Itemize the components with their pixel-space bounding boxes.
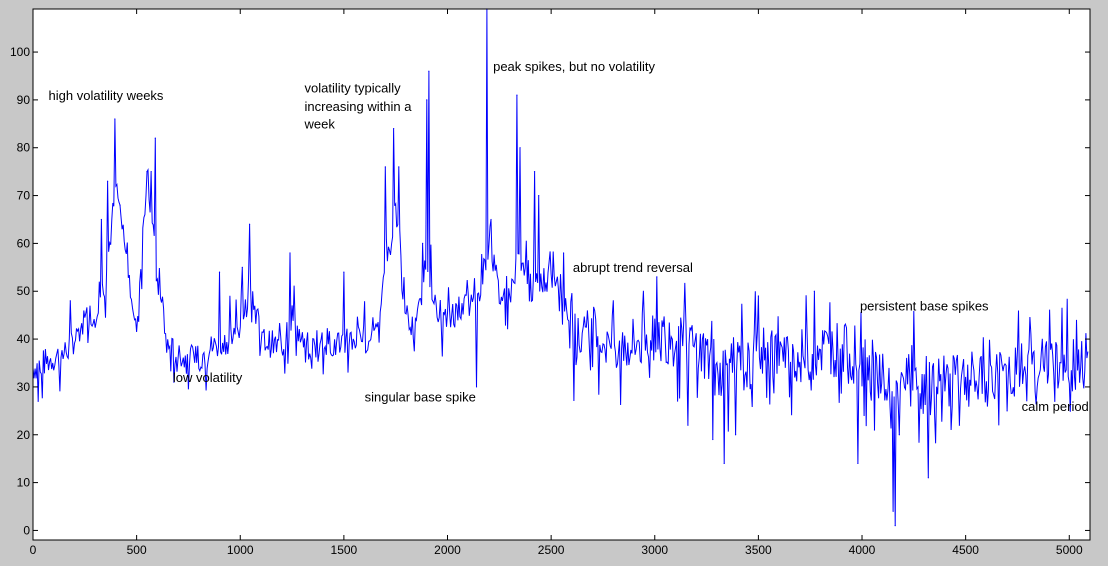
- spike-point-44: [1054, 400, 1056, 402]
- x-tick-label-5000: 5000: [1056, 543, 1083, 557]
- spike-point-19: [426, 99, 428, 101]
- spike-point-24: [516, 94, 518, 96]
- spike-point-3: [107, 180, 109, 182]
- spike-point-40: [898, 434, 900, 436]
- annotation-7: abrupt trend reversal: [573, 260, 693, 275]
- spike-point-31: [712, 438, 714, 441]
- spike-point-20: [422, 242, 424, 245]
- spike-point-14: [343, 271, 345, 273]
- annotation-8: persistent base spikes: [860, 298, 989, 313]
- spike-point-4: [114, 118, 116, 120]
- spike-point-27: [538, 194, 540, 197]
- spike-point-43: [1006, 410, 1008, 412]
- x-tick-label-2000: 2000: [434, 543, 461, 557]
- spike-point-18: [428, 70, 430, 72]
- spike-point-5: [119, 204, 121, 206]
- x-tick-label-2500: 2500: [538, 543, 565, 557]
- spike-point-42: [958, 424, 961, 426]
- annotation-6: peak spikes, but no volatility: [493, 59, 655, 74]
- annotation-3: increasing within a: [305, 99, 413, 114]
- spike-point-41: [927, 477, 929, 479]
- annotation-5: singular base spike: [365, 389, 476, 404]
- y-tick-label-90: 90: [17, 93, 31, 107]
- spike-point-39: [894, 525, 896, 527]
- spike-point-38: [892, 510, 894, 512]
- y-tick-label-30: 30: [17, 380, 31, 394]
- spike-point-15: [384, 166, 386, 168]
- annotation-2: volatility typically: [305, 81, 402, 96]
- spike-point-34: [757, 295, 759, 297]
- spike-point-32: [723, 462, 725, 465]
- spike-point-12: [248, 223, 251, 225]
- annotation-4: week: [304, 117, 336, 132]
- x-tick-label-500: 500: [127, 543, 147, 557]
- y-tick-label-100: 100: [10, 45, 30, 59]
- spike-point-6: [146, 171, 148, 173]
- spike-point-25: [519, 147, 521, 149]
- axis-ticks: 0 500 1000 1500 2000 2500 3000 3500 4000 4500 5000…: [10, 9, 1090, 557]
- series-line: [32, 8, 1089, 526]
- spike-point-8: [154, 137, 156, 139]
- spike-point-29: [656, 276, 658, 278]
- axes-frame: [32, 8, 1091, 541]
- x-tick-label-3000: 3000: [641, 543, 668, 557]
- spike-point-11: [241, 266, 243, 268]
- annotation-0: high volatility weeks: [49, 88, 164, 103]
- spike-point-16: [393, 127, 395, 130]
- x-tick-label-4500: 4500: [952, 543, 979, 557]
- y-tick-label-10: 10: [17, 476, 31, 490]
- y-tick-label-70: 70: [17, 189, 31, 203]
- x-tick-label-3500: 3500: [745, 543, 772, 557]
- spike-point-35: [813, 290, 815, 292]
- spike-point-23: [490, 218, 492, 221]
- y-tick-label-80: 80: [17, 141, 31, 155]
- spike-point-21: [475, 386, 478, 388]
- annotation-9: calm period: [1022, 399, 1089, 414]
- spike-point-10: [218, 271, 221, 273]
- x-tick-label-0: 0: [30, 543, 37, 557]
- spike-point-30: [687, 424, 689, 426]
- spike-point-0: [37, 400, 39, 402]
- spike-point-7: [150, 171, 152, 173]
- spike-point-13: [289, 252, 291, 254]
- annotations: high volatility weeks low volatility volat…: [49, 59, 1089, 414]
- axes-background: [33, 9, 1090, 540]
- y-tick-label-50: 50: [17, 284, 31, 298]
- spike-point-1: [69, 300, 71, 302]
- y-tick-label-20: 20: [17, 428, 31, 442]
- annotation-1: low volatility: [173, 370, 243, 385]
- spike-point-26: [533, 171, 536, 173]
- x-tick-label-1000: 1000: [227, 543, 254, 557]
- y-tick-label-0: 0: [23, 523, 30, 537]
- x-tick-label-4000: 4000: [849, 543, 876, 557]
- spike-point-33: [734, 434, 737, 436]
- spike-point-36: [857, 462, 859, 465]
- y-tick-label-40: 40: [17, 332, 31, 346]
- spike-point-45: [1079, 381, 1081, 383]
- x-tick-label-1500: 1500: [331, 543, 358, 557]
- spike-point-2: [100, 218, 102, 221]
- spike-point-37: [873, 429, 876, 431]
- spike-point-17: [398, 166, 400, 168]
- y-tick-label-60: 60: [17, 236, 31, 250]
- spike-point-28: [562, 252, 565, 254]
- spike-point-9: [173, 381, 175, 383]
